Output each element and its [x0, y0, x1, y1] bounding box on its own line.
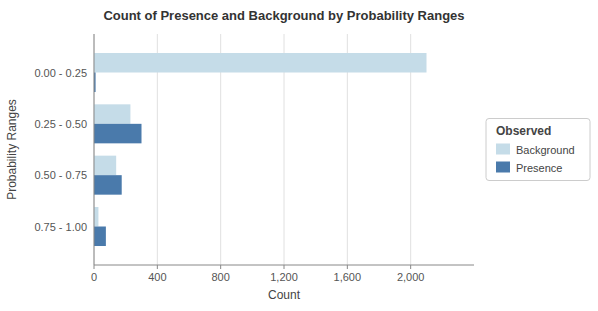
- bar: [94, 156, 116, 176]
- tick-label: 400: [148, 271, 166, 283]
- tick-mark: [157, 265, 158, 269]
- x-axis-line: [94, 265, 474, 266]
- tick-label: 1,600: [334, 271, 362, 283]
- bar: [94, 104, 130, 124]
- x-axis-label: Count: [268, 288, 301, 302]
- y-axis-line: [94, 34, 95, 265]
- tick-mark: [94, 265, 95, 269]
- bar: [94, 124, 142, 144]
- tick-label: 1,200: [270, 271, 298, 283]
- tick-label: 2,000: [397, 271, 425, 283]
- legend-frame: [486, 119, 590, 181]
- tick-label: 0.25 - 0.50: [34, 118, 87, 130]
- tick-mark: [220, 265, 221, 269]
- bar: [94, 175, 122, 195]
- tick-mark: [284, 265, 285, 269]
- tick-label: 0.00 - 0.25: [34, 67, 87, 79]
- legend-swatch: [496, 144, 510, 155]
- legend: Observed Background Presence: [486, 119, 590, 181]
- bars: [94, 53, 427, 246]
- tick-label: 0: [91, 271, 97, 283]
- tick-mark: [410, 265, 411, 269]
- legend-label: Background: [516, 144, 575, 156]
- y-axis-label: Probability Ranges: [5, 99, 19, 200]
- chart: Count of Presence and Background by Prob…: [0, 0, 598, 311]
- title: Count of Presence and Background by Prob…: [103, 8, 464, 23]
- bar: [94, 207, 98, 227]
- bar: [94, 53, 427, 73]
- bar: [94, 227, 106, 247]
- plot-area: [94, 34, 474, 265]
- legend-label: Presence: [516, 162, 562, 174]
- legend-title: Observed: [496, 124, 551, 138]
- y-axis: 0.75 - 1.00 0.50 - 0.75 0.25 - 0.50 0.00 - …: [34, 67, 87, 233]
- tick-mark: [347, 265, 348, 269]
- tick-label: 0.50 - 0.75: [34, 169, 87, 181]
- tick-label: 800: [211, 271, 229, 283]
- legend-swatch: [496, 162, 510, 173]
- tick-label: 0.75 - 1.00: [34, 221, 87, 233]
- grid-line: [94, 34, 95, 265]
